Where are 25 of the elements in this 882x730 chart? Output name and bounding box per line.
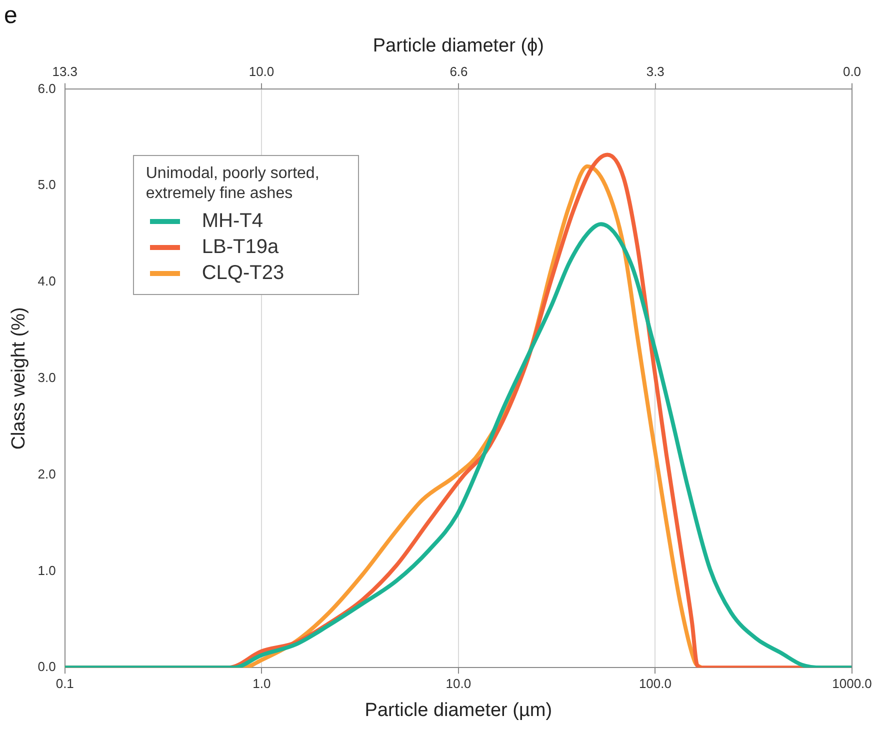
x-axis-title: Particle diameter (µm) xyxy=(364,700,552,721)
x-tick-label: 1.0 xyxy=(252,676,271,691)
legend-label: MH-T4 xyxy=(202,209,263,234)
y-tick-label: 0.0 xyxy=(38,659,56,674)
x-tick-label: 100.0 xyxy=(638,676,672,691)
legend-label: LB-T19a xyxy=(202,235,279,260)
x2-tick-label: 0.0 xyxy=(842,64,862,79)
legend-label: CLQ-T23 xyxy=(202,261,284,286)
x2-axis-title: Particle diameter (ϕ) xyxy=(372,35,544,56)
x2-tick-label: 6.6 xyxy=(450,64,468,79)
y-tick-label: 2.0 xyxy=(38,466,56,482)
x2-tick-label: 13.3 xyxy=(52,64,78,79)
y-axis-title: Class weight (%) xyxy=(8,307,30,450)
y-tick-label: 5.0 xyxy=(38,177,56,192)
x-tick-label: 10.0 xyxy=(446,676,472,691)
x2-tick-label: 10.0 xyxy=(248,64,274,79)
chart-title: e xyxy=(4,2,18,30)
x2-tick-label: 3.3 xyxy=(646,64,664,79)
y-tick-label: 6.0 xyxy=(38,80,56,96)
y-tick-label: 4.0 xyxy=(38,274,56,289)
x-tick-label: 0.1 xyxy=(56,676,74,691)
x-tick-label: 1000.0 xyxy=(832,676,872,691)
y-tick-label: 1.0 xyxy=(38,562,56,578)
y-tick-label: 3.0 xyxy=(38,370,56,385)
legend-title: Unimodal, poorly sorted, extremely fine ashes xyxy=(146,164,320,204)
